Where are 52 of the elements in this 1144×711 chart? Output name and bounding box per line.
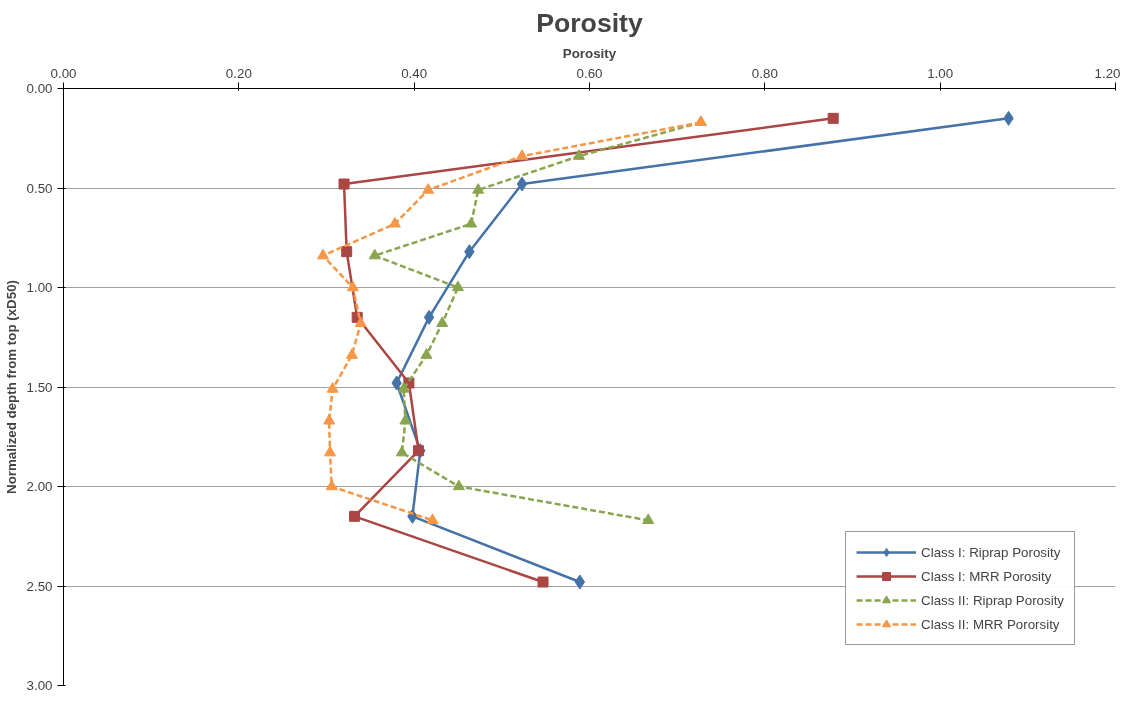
legend-label: Class II: MRR Pororsity <box>921 616 1060 632</box>
point <box>368 248 381 260</box>
point <box>422 183 435 194</box>
point <box>516 176 528 192</box>
legend-label: Class II: Riprap Porosity <box>921 592 1064 608</box>
point <box>338 178 350 190</box>
x-tick-label: 0.80 <box>751 65 778 81</box>
point <box>345 348 358 359</box>
y-axis-title: Normalized depth from top (xD50) <box>3 279 19 494</box>
point <box>323 413 336 425</box>
point <box>354 316 367 327</box>
point <box>341 246 353 258</box>
y-tick-label: 2.50 <box>26 578 53 594</box>
point <box>316 248 329 260</box>
point <box>388 216 401 228</box>
x-tick-label: 0.00 <box>50 65 77 81</box>
point <box>346 280 359 292</box>
y-tick-label: 1.50 <box>26 379 53 395</box>
point <box>642 513 655 525</box>
point <box>324 445 337 457</box>
point <box>395 445 408 457</box>
point <box>452 280 464 292</box>
y-tick-label: 3.00 <box>26 678 53 693</box>
legend-label: Class I: Riprap Porosity <box>921 544 1061 560</box>
x-axis-title: Porosity <box>562 45 617 61</box>
y-tick-label: 2.00 <box>26 479 53 494</box>
point <box>326 382 339 393</box>
legend-label: Class I: MRR Porosity <box>921 568 1052 584</box>
x-tick-label: 0.60 <box>576 65 603 81</box>
point <box>426 513 439 525</box>
point <box>423 309 435 325</box>
point <box>420 348 433 359</box>
point <box>452 479 465 491</box>
point <box>516 149 528 160</box>
y-tick-label: 0.00 <box>26 81 53 96</box>
chart-title: Porosity <box>536 7 643 38</box>
x-tick-label: 0.40 <box>401 65 428 81</box>
point <box>827 112 839 124</box>
point <box>574 574 586 590</box>
point <box>465 216 478 228</box>
x-tick-label: 0.20 <box>225 65 252 81</box>
point <box>472 183 485 194</box>
point <box>537 576 549 588</box>
point <box>349 510 361 522</box>
x-tick-label: 1.20 <box>1094 65 1121 81</box>
x-tick-label: 1.00 <box>927 65 954 81</box>
y-tick-label: 0.50 <box>26 180 53 196</box>
point <box>397 382 410 393</box>
y-tick-label: 1.00 <box>26 280 53 295</box>
point <box>436 316 449 327</box>
point <box>572 149 585 160</box>
point <box>325 479 338 491</box>
